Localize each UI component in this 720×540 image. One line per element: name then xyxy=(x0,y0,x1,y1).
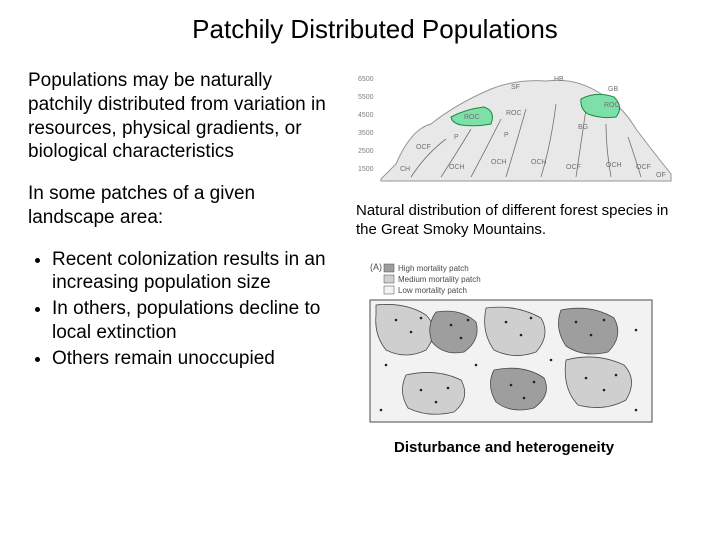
svg-text:3500: 3500 xyxy=(358,130,374,137)
svg-text:OCH: OCH xyxy=(531,159,547,166)
content-row: Populations may be naturally patchily di… xyxy=(28,69,692,456)
svg-text:GB: GB xyxy=(608,86,618,93)
svg-text:1500: 1500 xyxy=(358,166,374,173)
paragraph-2: In some patches of a given landscape are… xyxy=(28,182,338,230)
svg-text:HB: HB xyxy=(554,76,564,83)
bullet-item: Recent colonization results in an increa… xyxy=(52,248,338,296)
left-column: Populations may be naturally patchily di… xyxy=(28,69,338,456)
patch-caption: Disturbance and heterogeneity xyxy=(394,439,692,456)
svg-text:OCH: OCH xyxy=(449,164,465,171)
svg-text:2500: 2500 xyxy=(358,148,374,155)
svg-text:OCF: OCF xyxy=(636,164,651,171)
svg-text:OF: OF xyxy=(656,172,666,179)
bullet-list: Recent colonization results in an increa… xyxy=(28,248,338,371)
mountain-caption: Natural distribution of different forest… xyxy=(356,202,692,240)
svg-text:ROC: ROC xyxy=(604,102,620,109)
svg-text:OCH: OCH xyxy=(491,159,507,166)
right-column: 6500 5500 4500 3500 2500 1500 xyxy=(356,69,692,456)
mountain-diagram-icon: 6500 5500 4500 3500 2500 1500 xyxy=(356,69,676,194)
svg-text:ROC: ROC xyxy=(506,110,522,117)
svg-text:Low mortality patch: Low mortality patch xyxy=(398,286,467,295)
svg-text:OCH: OCH xyxy=(606,162,622,169)
svg-text:High mortality patch: High mortality patch xyxy=(398,264,469,273)
svg-text:BG: BG xyxy=(578,124,588,131)
paragraph-1: Populations may be naturally patchily di… xyxy=(28,69,338,164)
svg-text:Medium mortality patch: Medium mortality patch xyxy=(398,275,481,284)
svg-text:4500: 4500 xyxy=(358,112,374,119)
svg-text:P: P xyxy=(504,132,509,139)
svg-text:CH: CH xyxy=(400,166,410,173)
svg-text:SF: SF xyxy=(511,84,520,91)
svg-text:ROC: ROC xyxy=(464,114,480,121)
patch-figure: (A) High mortality patch Medium mortalit… xyxy=(356,260,692,425)
patch-map-icon: (A) High mortality patch Medium mortalit… xyxy=(366,260,656,425)
page-title: Patchily Distributed Populations xyxy=(58,14,692,45)
svg-text:5500: 5500 xyxy=(358,94,374,101)
svg-text:OCF: OCF xyxy=(566,164,581,171)
mountain-figure: 6500 5500 4500 3500 2500 1500 xyxy=(356,69,692,194)
svg-text:OCF: OCF xyxy=(416,144,431,151)
svg-text:P: P xyxy=(454,134,459,141)
svg-text:(A): (A) xyxy=(370,262,382,272)
svg-text:6500: 6500 xyxy=(358,76,374,83)
bullet-item: In others, populations decline to local … xyxy=(52,297,338,345)
bullet-item: Others remain unoccupied xyxy=(52,347,338,371)
